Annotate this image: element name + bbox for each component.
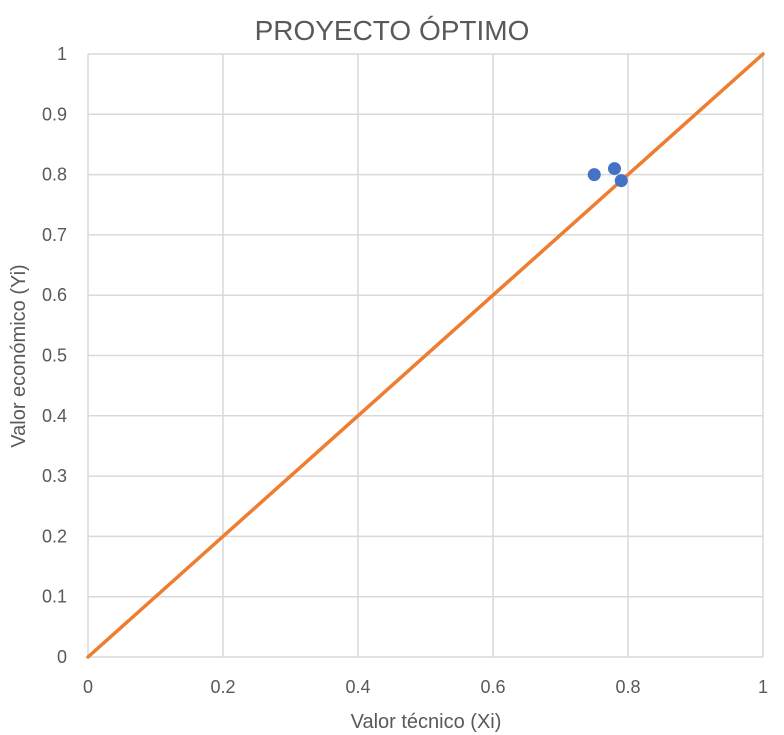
y-tick-label: 1	[57, 44, 67, 64]
y-tick-label: 0.1	[42, 587, 67, 607]
x-axis-ticks: 0 0.2 0.4 0.6 0.8 1	[83, 677, 768, 697]
gridlines	[87, 53, 764, 658]
y-tick-label: 0.5	[42, 346, 67, 366]
x-tick-label: 0.8	[615, 677, 640, 697]
x-tick-label: 1	[758, 677, 768, 697]
y-tick-label: 0.9	[42, 104, 67, 124]
x-tick-label: 0.4	[345, 677, 370, 697]
chart-title: PROYECTO ÓPTIMO	[255, 15, 530, 46]
y-tick-label: 0.4	[42, 406, 67, 426]
y-tick-label: 0.2	[42, 526, 67, 546]
y-tick-label: 0.3	[42, 466, 67, 486]
y-axis-label: Valor económico (Yi)	[8, 264, 30, 447]
y-axis-ticks: 0 0.1 0.2 0.3 0.4 0.5 0.6 0.7 0.8 0.9 1	[42, 44, 67, 667]
x-tick-label: 0.6	[480, 677, 505, 697]
reference-line	[86, 52, 765, 659]
scatter-point	[614, 174, 628, 188]
y-tick-label: 0.7	[42, 225, 67, 245]
series	[86, 52, 765, 659]
x-tick-label: 0	[83, 677, 93, 697]
x-tick-label: 0.2	[210, 677, 235, 697]
y-tick-label: 0	[57, 647, 67, 667]
y-tick-label: 0.6	[42, 285, 67, 305]
x-axis-label: Valor técnico (Xi)	[351, 711, 502, 733]
scatter-point	[587, 168, 601, 182]
y-tick-label: 0.8	[42, 165, 67, 185]
scatter-point	[608, 162, 621, 176]
